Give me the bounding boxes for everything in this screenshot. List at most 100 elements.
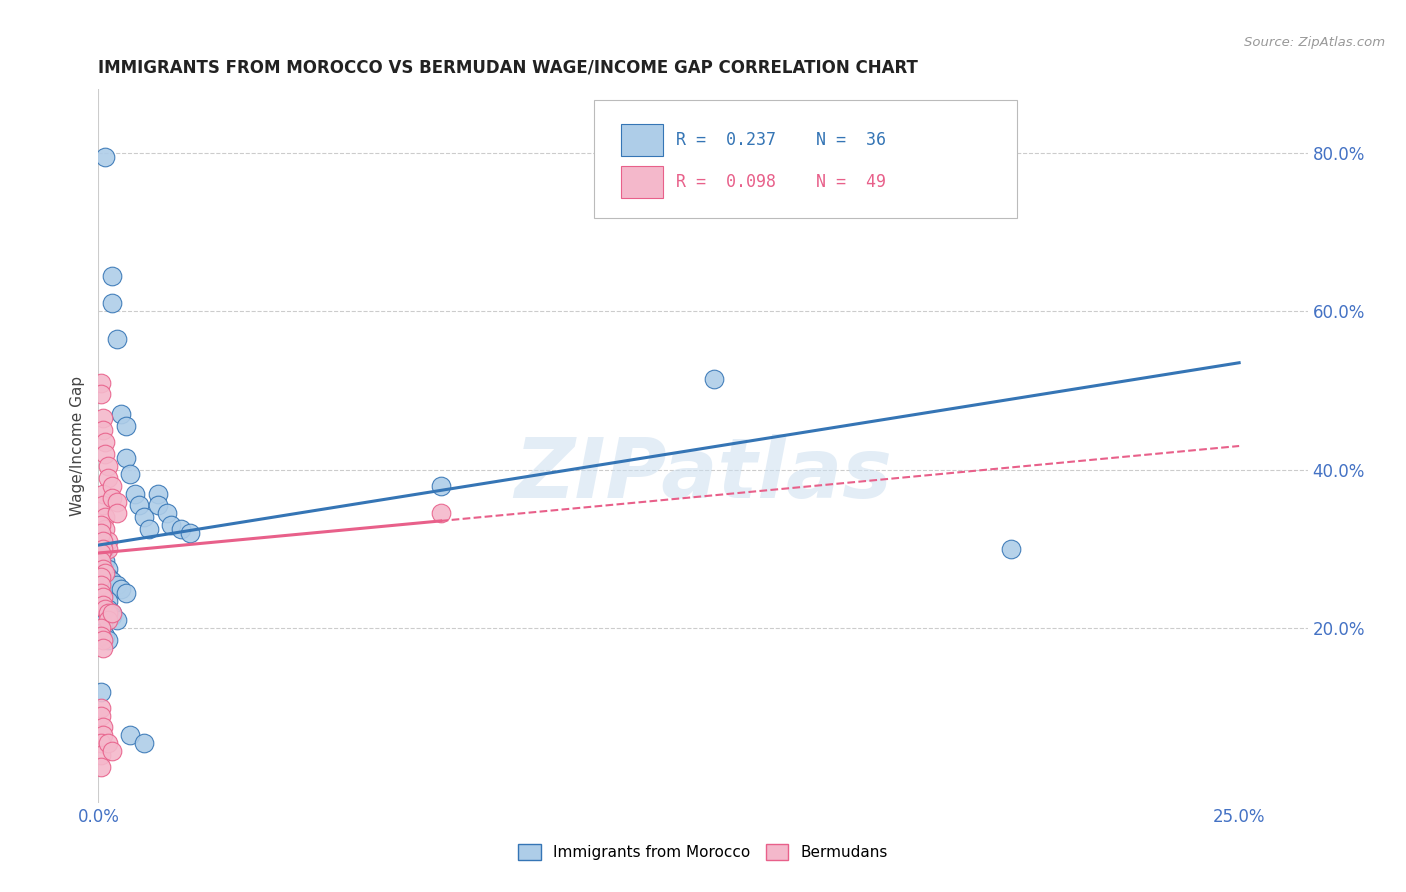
Point bbox=[90, 376, 112, 390]
Point bbox=[96, 601, 118, 615]
Point bbox=[96, 606, 118, 620]
Point bbox=[94, 601, 117, 615]
Point bbox=[101, 609, 124, 624]
Point bbox=[96, 458, 118, 473]
Point bbox=[132, 736, 155, 750]
FancyBboxPatch shape bbox=[621, 124, 664, 156]
Point bbox=[96, 542, 118, 557]
Point bbox=[128, 499, 150, 513]
Point bbox=[429, 478, 451, 492]
Point bbox=[96, 534, 118, 549]
Point bbox=[101, 744, 124, 758]
Point bbox=[91, 499, 114, 513]
Point bbox=[120, 728, 142, 742]
Point bbox=[96, 570, 118, 584]
Text: IMMIGRANTS FROM MOROCCO VS BERMUDAN WAGE/INCOME GAP CORRELATION CHART: IMMIGRANTS FROM MOROCCO VS BERMUDAN WAGE… bbox=[98, 59, 918, 77]
Point bbox=[90, 526, 112, 541]
Point bbox=[101, 606, 124, 620]
Point bbox=[90, 570, 112, 584]
Point bbox=[91, 542, 114, 557]
Point bbox=[91, 625, 114, 640]
Point bbox=[91, 534, 114, 549]
Point bbox=[105, 507, 128, 521]
Point bbox=[96, 633, 118, 648]
Point bbox=[105, 614, 128, 628]
Point bbox=[179, 526, 201, 541]
Point bbox=[94, 554, 117, 568]
Point bbox=[91, 728, 114, 742]
Point bbox=[169, 522, 191, 536]
Point bbox=[94, 435, 117, 450]
Point bbox=[91, 721, 114, 735]
Point bbox=[91, 538, 114, 552]
Point bbox=[94, 522, 117, 536]
Text: Source: ZipAtlas.com: Source: ZipAtlas.com bbox=[1244, 36, 1385, 49]
Point bbox=[91, 598, 114, 612]
FancyBboxPatch shape bbox=[595, 100, 1018, 218]
Point bbox=[90, 629, 112, 643]
Point bbox=[160, 518, 183, 533]
Point bbox=[156, 507, 179, 521]
Point bbox=[96, 593, 118, 607]
Point bbox=[91, 486, 114, 500]
Point bbox=[91, 423, 114, 437]
Point bbox=[90, 685, 112, 699]
Point bbox=[90, 585, 112, 599]
Point bbox=[101, 491, 124, 505]
Point bbox=[105, 494, 128, 508]
Point bbox=[146, 499, 169, 513]
Point bbox=[96, 562, 118, 576]
Point bbox=[124, 486, 146, 500]
Point bbox=[1000, 542, 1022, 557]
Point bbox=[138, 522, 160, 536]
Point bbox=[101, 574, 124, 588]
Point bbox=[90, 760, 112, 774]
Point bbox=[90, 621, 112, 635]
Point bbox=[96, 736, 118, 750]
Point bbox=[105, 332, 128, 346]
Point bbox=[101, 268, 124, 283]
Point bbox=[101, 478, 124, 492]
Point bbox=[91, 411, 114, 425]
Point bbox=[96, 614, 118, 628]
Point bbox=[146, 486, 169, 500]
Point bbox=[90, 736, 112, 750]
Point bbox=[110, 582, 132, 596]
Point bbox=[120, 467, 142, 481]
Point bbox=[114, 585, 136, 599]
Point bbox=[703, 371, 725, 385]
Point bbox=[90, 554, 112, 568]
Point bbox=[94, 150, 117, 164]
Point bbox=[110, 407, 132, 421]
Point bbox=[91, 562, 114, 576]
FancyBboxPatch shape bbox=[621, 166, 664, 198]
Text: R =  0.098    N =  49: R = 0.098 N = 49 bbox=[676, 173, 886, 191]
Point bbox=[90, 546, 112, 560]
Point bbox=[105, 578, 128, 592]
Point bbox=[114, 450, 136, 465]
Point bbox=[132, 510, 155, 524]
Point bbox=[90, 518, 112, 533]
Point bbox=[96, 471, 118, 485]
Point bbox=[91, 617, 114, 632]
Point bbox=[91, 641, 114, 656]
Point bbox=[90, 748, 112, 763]
Legend: Immigrants from Morocco, Bermudans: Immigrants from Morocco, Bermudans bbox=[512, 838, 894, 866]
Point bbox=[94, 629, 117, 643]
Point bbox=[101, 296, 124, 310]
Point bbox=[91, 546, 114, 560]
Point bbox=[90, 578, 112, 592]
Point bbox=[101, 606, 124, 620]
Point bbox=[94, 510, 117, 524]
Point bbox=[90, 387, 112, 401]
Point bbox=[94, 566, 117, 580]
Text: R =  0.237    N =  36: R = 0.237 N = 36 bbox=[676, 131, 886, 149]
Point bbox=[91, 590, 114, 604]
Point bbox=[91, 633, 114, 648]
Point bbox=[90, 708, 112, 723]
Y-axis label: Wage/Income Gap: Wage/Income Gap bbox=[70, 376, 86, 516]
Text: ZIPatlas: ZIPatlas bbox=[515, 434, 891, 515]
Point bbox=[114, 419, 136, 434]
Point bbox=[429, 507, 451, 521]
Point bbox=[94, 447, 117, 461]
